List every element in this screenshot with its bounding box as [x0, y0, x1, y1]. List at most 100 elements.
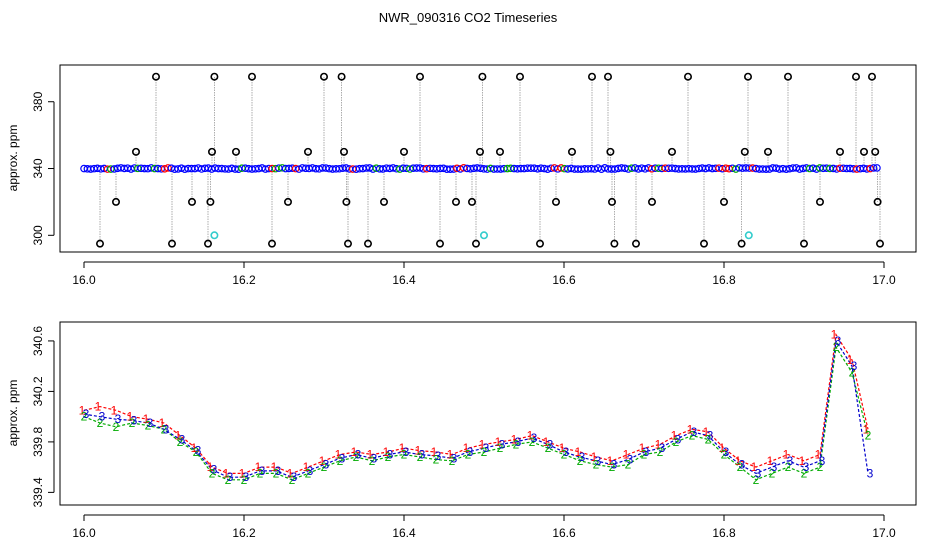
series-point-label-3: 3 [787, 454, 794, 468]
excursion-point [631, 239, 640, 248]
excursion-point [535, 239, 544, 248]
series-point-label-2: 2 [225, 473, 232, 487]
excursion-point [342, 197, 351, 206]
excursion-point [96, 239, 105, 248]
excursion-point [606, 147, 615, 156]
series-point-label-2: 2 [657, 445, 664, 459]
series-point-label-1: 1 [527, 429, 534, 443]
series-point-label-2: 2 [785, 460, 792, 474]
series-point-label-3: 3 [691, 425, 698, 439]
series-point-label-3: 3 [99, 410, 106, 424]
bottom-x-tick-label: 16.0 [72, 526, 96, 540]
series-point-label-1: 1 [767, 454, 774, 468]
series-point-label-1: 1 [751, 460, 758, 474]
top-x-tick-label: 16.6 [552, 273, 576, 287]
top-panel-data [80, 72, 884, 248]
series-point-label-3: 3 [547, 437, 554, 451]
series-point-label-2: 2 [849, 365, 856, 379]
excursion-point [683, 72, 692, 81]
top-y-tick-label: 380 [31, 91, 45, 111]
series-point-label-2: 2 [753, 473, 760, 487]
series-point-label-2: 2 [273, 466, 280, 480]
series-point-label-2: 2 [433, 453, 440, 467]
series-point-label-1: 1 [415, 444, 422, 458]
figure-title: NWR_090316 CO2 Timeseries [379, 10, 558, 25]
series-point-label-3: 3 [483, 441, 490, 455]
series-point-label-3: 3 [115, 412, 122, 426]
series-point-label-3: 3 [739, 458, 746, 472]
series-point-label-2: 2 [593, 458, 600, 472]
excursion-point [763, 147, 772, 156]
series-point-label-2: 2 [385, 450, 392, 464]
bottom-y-axis-label: approx. ppm [6, 380, 20, 447]
series-point-label-2: 2 [97, 416, 104, 430]
excursion-point [743, 72, 752, 81]
series-point-label-1: 1 [783, 448, 790, 462]
series-point-label-2: 2 [513, 437, 520, 451]
excursion-point [132, 147, 141, 156]
series-point-label-1: 1 [287, 466, 294, 480]
series-point-label-2: 2 [561, 448, 568, 462]
series-point-label-1: 1 [655, 437, 662, 451]
top-y-tick-label: 300 [31, 225, 45, 245]
excursion-point [210, 72, 219, 81]
series-point-label-1: 1 [255, 460, 262, 474]
series-point-label-3: 3 [275, 464, 282, 478]
series-point-label-2: 2 [161, 422, 168, 436]
series-point-label-1: 1 [223, 466, 230, 480]
series-point-label-1: 1 [191, 441, 198, 455]
series-point-label-1: 1 [847, 353, 854, 367]
series-point-label-2: 2 [865, 429, 872, 443]
series-point-label-3: 3 [147, 416, 154, 430]
series-point-label-2: 2 [193, 445, 200, 459]
series-point-label-3: 3 [867, 466, 874, 480]
series-point-label-2: 2 [449, 454, 456, 468]
series-point-label-2: 2 [673, 435, 680, 449]
series-point-label-1: 1 [815, 448, 822, 462]
excursion-point [471, 239, 480, 248]
excursion-point [363, 239, 372, 248]
excursion-point [206, 197, 215, 206]
series-point-label-3: 3 [659, 441, 666, 455]
series-point-label-1: 1 [431, 445, 438, 459]
series-point-label-1: 1 [127, 410, 134, 424]
series-point-label-1: 1 [95, 400, 102, 414]
series-point-label-3: 3 [355, 448, 362, 462]
series-point-label-3: 3 [195, 444, 202, 458]
series-point-label-3: 3 [707, 429, 714, 443]
excursion-point [379, 197, 388, 206]
excursion-point [248, 72, 257, 81]
top-y-tick-label: 340 [31, 158, 45, 178]
series-point-label-2: 2 [833, 340, 840, 354]
series-point-label-2: 2 [81, 410, 88, 424]
series-line-2 [83, 345, 869, 481]
series-point-label-3: 3 [595, 454, 602, 468]
series-point-label-3: 3 [851, 359, 858, 373]
excursion-point [835, 147, 844, 156]
series-point-label-3: 3 [307, 464, 314, 478]
series-point-label-2: 2 [641, 448, 648, 462]
excursion-point [208, 147, 217, 156]
series-point-label-1: 1 [719, 441, 726, 455]
series-point-label-3: 3 [611, 458, 618, 472]
bottom-y-tick-label: 340.2 [31, 376, 45, 406]
series-point-label-1: 1 [831, 328, 838, 342]
excursion-point [232, 147, 241, 156]
series-point-label-1: 1 [159, 416, 166, 430]
bottom-x-tick-label: 17.0 [872, 526, 896, 540]
excursion-point [567, 147, 576, 156]
excursion-point [495, 147, 504, 156]
excursion-point [415, 72, 424, 81]
excursion-point [871, 147, 880, 156]
excursion-point [475, 147, 484, 156]
excursion-point [467, 197, 476, 206]
series-point-label-2: 2 [113, 420, 120, 434]
top-y-axis: 300 340 380 [31, 91, 55, 245]
series-point-label-3: 3 [371, 451, 378, 465]
excursion-point [607, 197, 616, 206]
bottom-plot-frame [59, 321, 917, 506]
series-point-label-1: 1 [111, 403, 118, 417]
excursion-point [152, 72, 161, 81]
